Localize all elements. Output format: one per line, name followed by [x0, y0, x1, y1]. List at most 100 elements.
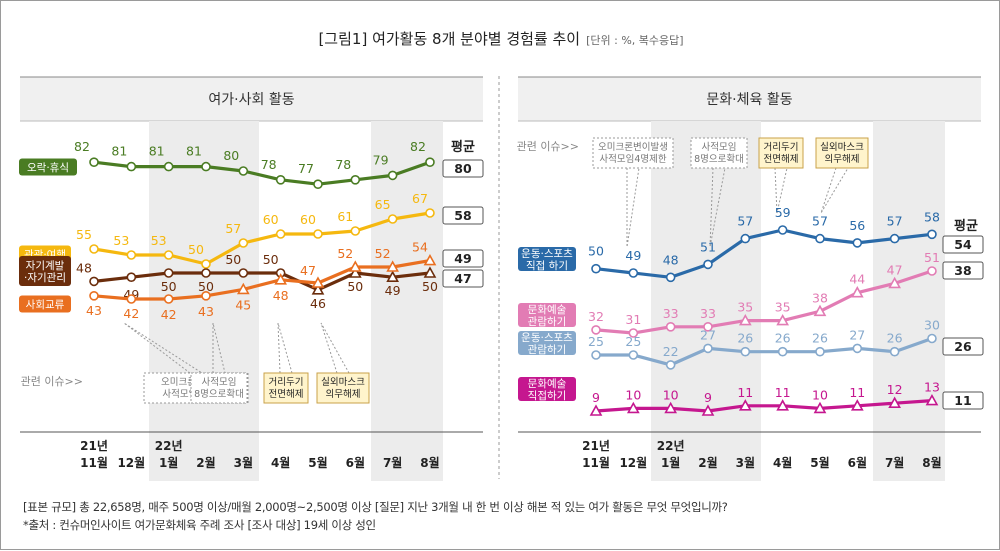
- average-box: [942, 235, 984, 254]
- data-point: [813, 401, 827, 414]
- data-point: [386, 270, 399, 282]
- data-point: [350, 226, 361, 236]
- data-label: 31: [625, 312, 641, 327]
- average-header: 평균: [451, 139, 475, 155]
- data-label: 9: [704, 390, 712, 405]
- data-label: 49: [625, 248, 641, 263]
- series-line: [93, 160, 431, 186]
- data-point: [589, 404, 603, 416]
- data-label: 13: [924, 380, 940, 395]
- series-label-box: [518, 303, 576, 327]
- x-tick-label: 7월: [383, 455, 402, 470]
- data-label: 26: [887, 331, 903, 346]
- issue-callout-tail: [709, 167, 726, 248]
- shaded-period: [651, 121, 761, 481]
- data-point: [738, 313, 752, 326]
- data-label: 25: [625, 334, 641, 349]
- data-point: [201, 161, 211, 172]
- data-label: 26: [812, 331, 828, 346]
- issue-text: 사적모임: [202, 376, 237, 388]
- data-label: 82: [410, 139, 426, 154]
- data-point: [238, 238, 249, 248]
- data-label: 9: [592, 390, 600, 405]
- data-point: [89, 157, 99, 167]
- data-point: [348, 266, 362, 278]
- data-label: 48: [663, 252, 679, 267]
- data-label: 50: [188, 242, 204, 257]
- data-point: [591, 263, 601, 274]
- issues-label: 관련 이슈>>: [21, 375, 83, 388]
- title-text: [그림1] 여가활동 8개 분야별 경험률 추이: [318, 30, 580, 48]
- data-label: 43: [198, 304, 214, 319]
- x-tick-label: 8월: [420, 455, 439, 470]
- data-point: [777, 225, 788, 235]
- data-point: [89, 244, 99, 254]
- average-value: 54: [954, 237, 972, 252]
- issue-callout-tail: [820, 167, 849, 214]
- x-tick-label: 12월: [117, 455, 145, 470]
- data-label: 44: [849, 272, 865, 287]
- data-point: [740, 233, 751, 244]
- issue-box: [316, 372, 370, 404]
- series-name: 직접하기: [528, 389, 567, 402]
- average-header: 평균: [954, 218, 978, 234]
- data-label: 50: [198, 279, 214, 294]
- data-label: 33: [700, 306, 716, 321]
- series-line: [595, 269, 933, 335]
- issue-text: 거리두기: [764, 142, 799, 153]
- data-label: 48: [76, 260, 92, 275]
- series-name: 자기계발: [26, 260, 65, 272]
- data-label: 81: [186, 144, 202, 159]
- series-line: [595, 228, 933, 279]
- data-point: [665, 321, 676, 332]
- data-label: 46: [310, 296, 326, 311]
- data-label: 65: [375, 197, 391, 212]
- average-value: 58: [454, 208, 471, 223]
- series-name: 문화예술: [528, 303, 567, 316]
- x-tick-year: 21년: [80, 439, 108, 453]
- issue-callout-tail: [626, 167, 640, 248]
- series-label-box: [518, 377, 576, 401]
- series-line: [93, 211, 431, 266]
- data-label: 51: [924, 250, 940, 265]
- data-point: [703, 259, 713, 270]
- issue-text: 오미크론변이발생: [598, 142, 668, 153]
- data-point: [126, 272, 137, 283]
- data-label: 45: [235, 297, 251, 312]
- data-point: [850, 399, 864, 411]
- data-label: 49: [385, 283, 401, 298]
- data-point: [777, 346, 788, 357]
- issue-text: 8명으로확대: [194, 388, 244, 400]
- issue-box: [815, 137, 869, 169]
- data-point: [889, 233, 900, 244]
- data-point: [387, 214, 398, 224]
- issue-text: 전면해제: [269, 388, 304, 400]
- data-point: [275, 229, 286, 239]
- issues-label: 관련 이슈>>: [517, 140, 579, 153]
- series-line: [93, 271, 431, 292]
- average-value: 26: [954, 339, 972, 354]
- data-label: 26: [737, 331, 753, 346]
- data-label: 81: [149, 144, 165, 159]
- series-label-box: [518, 331, 576, 355]
- data-label: 42: [161, 307, 177, 322]
- shaded-period: [873, 121, 945, 481]
- data-point: [927, 333, 937, 344]
- data-label: 25: [588, 334, 604, 349]
- issue-text: 사적모임4명제한: [599, 153, 666, 165]
- data-point: [313, 179, 323, 189]
- data-label: 10: [625, 387, 641, 402]
- data-label: 35: [775, 300, 791, 315]
- average-value: 38: [954, 263, 971, 278]
- shaded-period: [371, 121, 443, 481]
- average-value: 11: [954, 393, 971, 408]
- issue-callout-tail: [277, 322, 293, 374]
- x-tick-label: 4월: [271, 455, 290, 470]
- data-label: 26: [775, 331, 791, 346]
- issue-text: 거리두기: [269, 377, 304, 388]
- data-label: 35: [737, 300, 753, 315]
- issue-box: [690, 137, 748, 169]
- average-box: [442, 249, 484, 268]
- series-name: 사회교류: [26, 299, 65, 311]
- x-tick-year: 22년: [657, 439, 685, 453]
